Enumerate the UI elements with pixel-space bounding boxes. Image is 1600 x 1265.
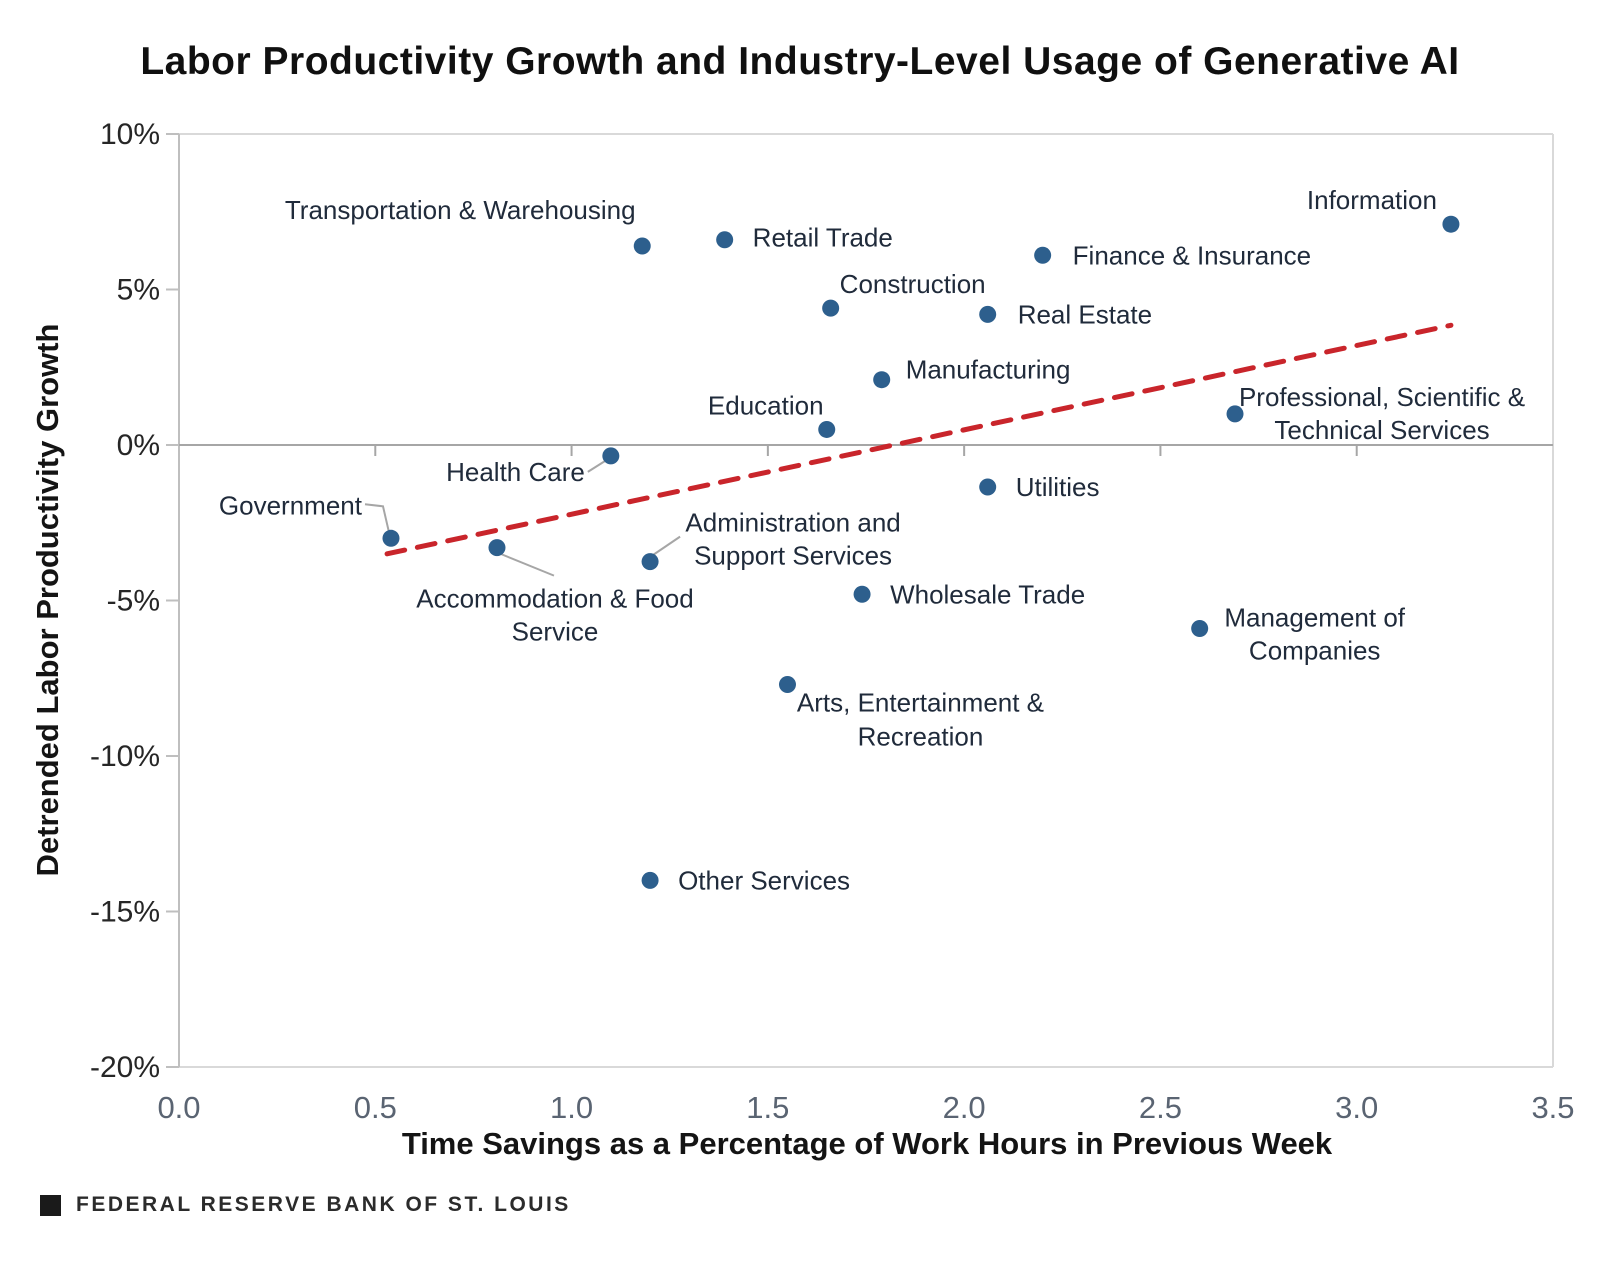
label-callout-government [364, 503, 390, 533]
data-point-management-of-companies [1191, 619, 1209, 637]
point-label-manufacturing: Manufacturing [906, 355, 1071, 385]
label-callout-health-care [587, 459, 608, 473]
x-tick-label: 2.0 [943, 1090, 986, 1125]
data-point-finance-insurance [1034, 246, 1052, 264]
point-label-arts-entertainment-recreation: Arts, Entertainment & [797, 687, 1044, 717]
data-point-information [1442, 215, 1460, 233]
data-point-arts-entertainment-recreation [778, 675, 796, 693]
point-label-education: Education [708, 390, 824, 420]
point-label-administration-and-support-services: Support Services [694, 541, 892, 571]
data-point-other-services [641, 871, 659, 889]
chart-title: Labor Productivity Growth and Industry-L… [140, 40, 1460, 83]
data-point-government [382, 529, 400, 547]
x-tick-label: 0.5 [354, 1090, 397, 1125]
point-label-real-estate: Real Estate [1018, 299, 1152, 329]
data-point-construction [822, 299, 840, 317]
data-point-accommodation-food-service [488, 539, 506, 557]
x-tick-label: 3.5 [1531, 1090, 1574, 1125]
x-tick-label: 0.0 [157, 1090, 200, 1125]
data-point-real-estate [979, 305, 997, 323]
trend-line [384, 322, 1454, 557]
y-tick-label: 5% [117, 274, 160, 307]
data-point-utilities [979, 478, 997, 496]
point-label-professional-scientific-technical-services: Professional, Scientific & [1239, 382, 1525, 412]
point-label-finance-insurance: Finance & Insurance [1073, 240, 1311, 270]
point-label-accommodation-food-service: Service [512, 617, 599, 647]
x-tick-label: 1.5 [746, 1090, 789, 1125]
x-tick-label: 3.0 [1335, 1090, 1378, 1125]
point-label-other-services: Other Services [678, 865, 850, 895]
x-axis-title: Time Savings as a Percentage of Work Hou… [401, 1126, 1333, 1161]
data-point-transportation-warehousing [633, 237, 651, 255]
point-label-utilities: Utilities [1016, 472, 1100, 502]
point-label-management-of-companies: Companies [1249, 635, 1381, 665]
data-point-wholesale-trade [853, 585, 871, 603]
y-tick-label: -5% [107, 585, 160, 618]
point-label-professional-scientific-technical-services: Technical Services [1274, 415, 1489, 445]
point-label-retail-trade: Retail Trade [753, 223, 893, 253]
point-label-government: Government [219, 490, 363, 520]
y-tick-label: -10% [90, 740, 160, 773]
source-brand-text: FEDERAL RESERVE BANK OF ST. LOUIS [76, 1193, 571, 1216]
point-label-administration-and-support-services: Administration and [685, 508, 900, 538]
point-label-accommodation-food-service: Accommodation & Food [416, 584, 693, 614]
point-label-transportation-warehousing: Transportation & Warehousing [285, 195, 636, 225]
data-point-health-care [602, 447, 620, 465]
data-point-retail-trade [716, 231, 734, 249]
y-tick-label: -20% [90, 1051, 160, 1084]
point-label-information: Information [1307, 185, 1437, 215]
point-label-construction: Construction [840, 269, 986, 299]
label-callout-administration-and-support-services [651, 535, 681, 557]
data-point-education [818, 420, 836, 438]
x-tick-label: 1.0 [550, 1090, 593, 1125]
x-tick-label: 2.5 [1139, 1090, 1182, 1125]
y-tick-label: 0% [117, 429, 160, 462]
point-label-wholesale-trade: Wholesale Trade [890, 579, 1085, 609]
data-point-manufacturing [873, 371, 891, 389]
point-label-health-care: Health Care [446, 457, 585, 487]
y-tick-label: 10% [100, 118, 160, 151]
label-callout-accommodation-food-service [499, 552, 555, 577]
point-label-management-of-companies: Management of [1224, 602, 1405, 632]
source-footer: FEDERAL RESERVE BANK OF ST. LOUIS [40, 1193, 571, 1217]
data-point-administration-and-support-services [641, 553, 659, 571]
data-point-professional-scientific-technical-services [1226, 405, 1244, 423]
point-label-arts-entertainment-recreation: Recreation [858, 721, 984, 751]
y-tick-label: -15% [90, 896, 160, 929]
fed-square-logo-icon [40, 1194, 61, 1216]
